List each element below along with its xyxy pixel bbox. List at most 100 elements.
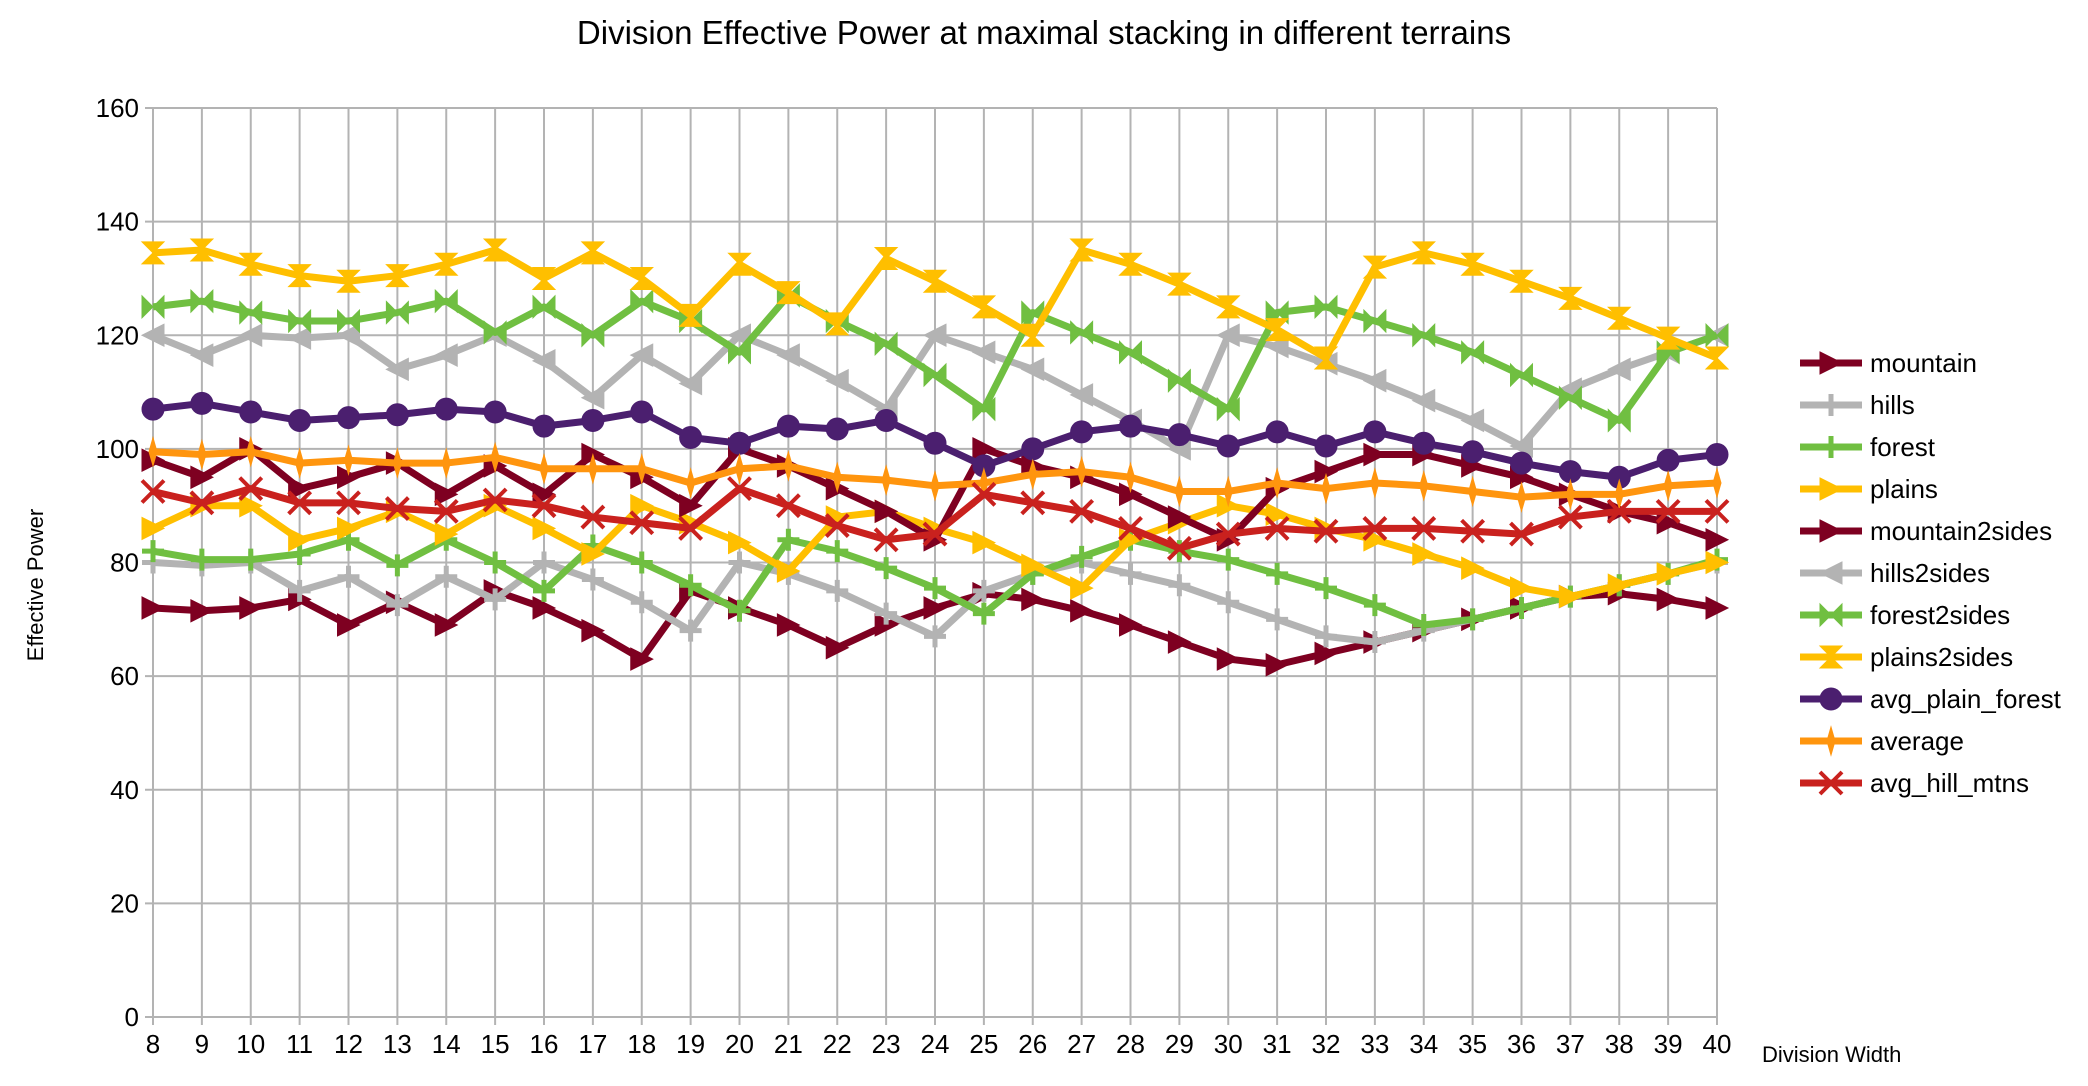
legend-marker — [1819, 687, 1843, 711]
data-point — [1020, 490, 1046, 516]
y-tick-label: 160 — [96, 93, 139, 123]
data-point — [140, 479, 166, 504]
data-point — [287, 490, 313, 516]
data-point — [678, 515, 704, 541]
data-point — [581, 408, 605, 432]
data-point — [1223, 475, 1233, 508]
data-point — [580, 241, 606, 265]
data-point — [385, 300, 409, 325]
data-point — [539, 452, 549, 485]
data-point — [343, 444, 354, 477]
x-tick-label: 20 — [725, 1029, 754, 1059]
data-point — [142, 540, 164, 563]
data-point — [1264, 515, 1290, 541]
data-point — [1607, 573, 1632, 598]
data-point — [1712, 467, 1722, 499]
data-point — [1510, 576, 1534, 600]
data-point — [728, 599, 751, 622]
data-point — [1272, 467, 1282, 499]
data-point — [385, 403, 409, 427]
x-tick-label: 35 — [1458, 1029, 1487, 1059]
data-point — [971, 295, 997, 319]
x-tick-label: 34 — [1409, 1029, 1438, 1059]
data-point — [533, 579, 555, 602]
data-point — [1656, 587, 1681, 612]
legend-item: plains2sides — [1800, 642, 2013, 672]
data-point — [483, 400, 507, 424]
data-point — [385, 357, 409, 382]
data-point — [483, 320, 507, 345]
data-point — [1166, 535, 1192, 561]
data-point — [972, 396, 996, 422]
data-point — [392, 447, 402, 479]
y-tick-label: 40 — [110, 775, 139, 805]
legend-label: average — [1870, 726, 1964, 756]
data-point — [1509, 269, 1534, 293]
data-point — [1314, 294, 1338, 320]
data-point — [1460, 518, 1486, 544]
legend-item: avg_hill_mtns — [1800, 768, 2029, 798]
data-point — [490, 441, 500, 474]
data-point — [1558, 385, 1582, 410]
data-point — [1363, 631, 1386, 654]
data-point — [482, 487, 508, 513]
data-point — [1070, 320, 1094, 345]
data-point — [686, 467, 696, 499]
data-point — [288, 579, 311, 602]
data-point — [825, 312, 850, 336]
data-point — [922, 521, 948, 547]
data-point — [581, 618, 605, 643]
legend-marker — [1819, 602, 1843, 628]
data-point — [288, 408, 312, 432]
x-tick-label: 29 — [1165, 1029, 1194, 1059]
data-point — [1216, 323, 1240, 348]
data-point — [1509, 521, 1534, 547]
data-point — [434, 482, 459, 507]
data-point — [727, 252, 752, 276]
data-point — [1266, 562, 1289, 585]
y-tick-label: 120 — [96, 320, 139, 350]
data-point — [678, 371, 703, 396]
data-point — [1315, 625, 1337, 648]
data-point — [1655, 326, 1681, 350]
data-point — [1362, 368, 1387, 393]
data-point — [679, 426, 703, 450]
data-point — [190, 598, 214, 623]
data-point — [1558, 584, 1583, 609]
x-tick-label: 30 — [1214, 1029, 1243, 1059]
x-tick-label: 13 — [383, 1029, 412, 1059]
legend-label: mountain — [1870, 348, 1977, 378]
data-point — [435, 565, 458, 588]
x-tick-label: 36 — [1507, 1029, 1536, 1059]
data-point — [1460, 252, 1485, 276]
data-point — [1313, 346, 1339, 370]
data-point — [190, 465, 214, 490]
data-point — [190, 391, 214, 415]
data-point — [1411, 515, 1437, 541]
data-point — [972, 437, 996, 461]
data-point — [1412, 613, 1435, 636]
data-point — [1705, 443, 1729, 467]
x-tick-label: 25 — [969, 1029, 998, 1059]
data-point — [140, 323, 165, 348]
data-point — [1510, 451, 1533, 475]
data-point — [629, 343, 654, 367]
legend-marker — [1818, 645, 1844, 669]
x-tick-label: 9 — [195, 1029, 209, 1059]
data-point — [775, 493, 801, 519]
legend-label: plains — [1870, 474, 1938, 504]
x-tick-label: 23 — [872, 1029, 901, 1059]
data-point — [972, 579, 995, 602]
data-point — [1021, 437, 1045, 461]
data-point — [874, 499, 899, 524]
data-point — [238, 323, 263, 348]
legend-label: mountain2sides — [1870, 516, 2052, 546]
data-point — [434, 343, 458, 367]
data-point — [1118, 515, 1143, 541]
x-tick-label: 24 — [921, 1029, 950, 1059]
data-point — [728, 340, 751, 365]
legend-marker — [1819, 351, 1844, 375]
data-point — [1705, 596, 1730, 620]
data-point — [832, 461, 842, 494]
x-tick-label: 38 — [1605, 1029, 1634, 1059]
